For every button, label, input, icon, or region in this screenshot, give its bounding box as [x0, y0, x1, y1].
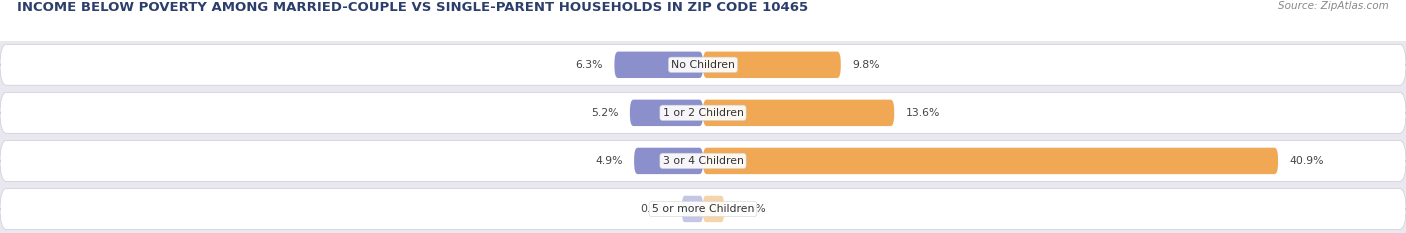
FancyBboxPatch shape	[703, 100, 894, 126]
FancyBboxPatch shape	[614, 51, 703, 78]
FancyBboxPatch shape	[703, 148, 1278, 174]
Text: INCOME BELOW POVERTY AMONG MARRIED-COUPLE VS SINGLE-PARENT HOUSEHOLDS IN ZIP COD: INCOME BELOW POVERTY AMONG MARRIED-COUPL…	[17, 1, 808, 14]
FancyBboxPatch shape	[634, 148, 703, 174]
Text: 6.3%: 6.3%	[575, 60, 603, 70]
Text: 13.6%: 13.6%	[905, 108, 939, 118]
Text: 4.9%: 4.9%	[595, 156, 623, 166]
Text: 3 or 4 Children: 3 or 4 Children	[662, 156, 744, 166]
FancyBboxPatch shape	[0, 93, 1406, 133]
Text: 5.2%: 5.2%	[591, 108, 619, 118]
FancyBboxPatch shape	[0, 44, 1406, 85]
Text: No Children: No Children	[671, 60, 735, 70]
Text: Source: ZipAtlas.com: Source: ZipAtlas.com	[1278, 1, 1389, 11]
Text: 5 or more Children: 5 or more Children	[652, 204, 754, 214]
Text: 0.0%: 0.0%	[738, 204, 766, 214]
Text: 40.9%: 40.9%	[1289, 156, 1324, 166]
FancyBboxPatch shape	[703, 196, 724, 222]
FancyBboxPatch shape	[703, 51, 841, 78]
FancyBboxPatch shape	[0, 188, 1406, 230]
Text: 0.0%: 0.0%	[640, 204, 668, 214]
FancyBboxPatch shape	[630, 100, 703, 126]
Text: 1 or 2 Children: 1 or 2 Children	[662, 108, 744, 118]
Text: 9.8%: 9.8%	[852, 60, 880, 70]
FancyBboxPatch shape	[0, 140, 1406, 181]
FancyBboxPatch shape	[682, 196, 703, 222]
